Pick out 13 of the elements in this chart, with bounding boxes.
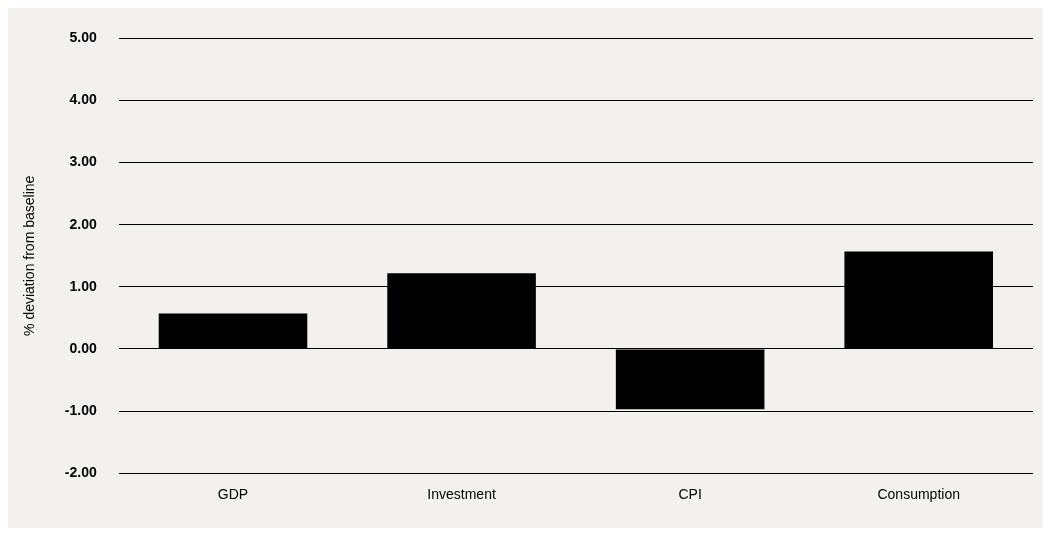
- y-tick-label: 1.00: [69, 277, 97, 294]
- x-tick-label: GDP: [217, 486, 249, 503]
- y-axis-title: % deviation from baseline: [21, 175, 38, 336]
- y-tick-label: -2.00: [64, 464, 97, 481]
- x-tick-label: Investment: [427, 486, 496, 503]
- y-tick-label: 3.00: [69, 153, 97, 170]
- y-tick-label: 0.00: [69, 339, 97, 356]
- y-tick-label: 4.00: [69, 91, 97, 108]
- y-tick-label: 5.00: [69, 29, 97, 46]
- y-tick-label: 2.00: [69, 215, 97, 232]
- y-tick-label: -1.00: [64, 401, 97, 418]
- x-tick-label: Consumption: [877, 486, 960, 503]
- x-tick-label: CPI: [678, 486, 702, 503]
